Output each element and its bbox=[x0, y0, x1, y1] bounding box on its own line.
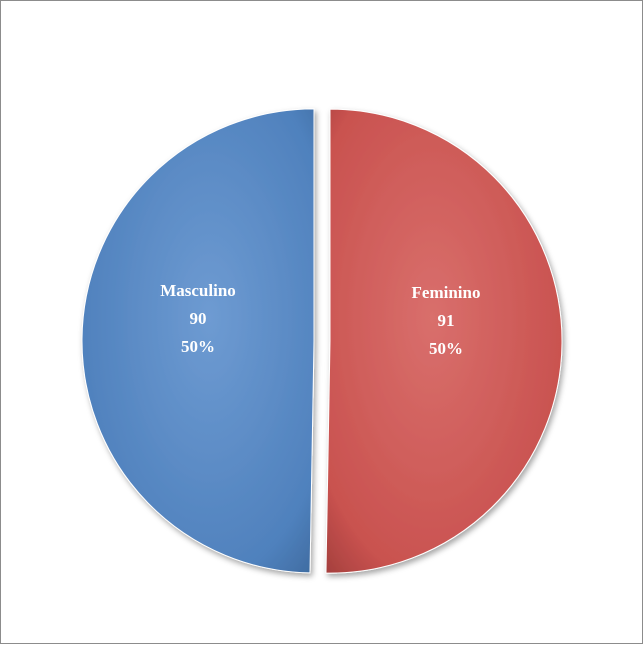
label-value: 90 bbox=[190, 309, 207, 328]
label-percent: 50% bbox=[181, 337, 215, 356]
label-percent: 50% bbox=[429, 339, 463, 358]
data-label-masculino: Masculino 90 50% bbox=[160, 281, 236, 356]
label-category: Feminino bbox=[412, 283, 481, 302]
data-label-feminino: Feminino 91 50% bbox=[412, 283, 481, 358]
pie-slice-masculino bbox=[81, 108, 315, 574]
label-category: Masculino bbox=[160, 281, 236, 300]
pie-slice-feminino bbox=[325, 108, 563, 574]
label-value: 91 bbox=[437, 311, 454, 330]
